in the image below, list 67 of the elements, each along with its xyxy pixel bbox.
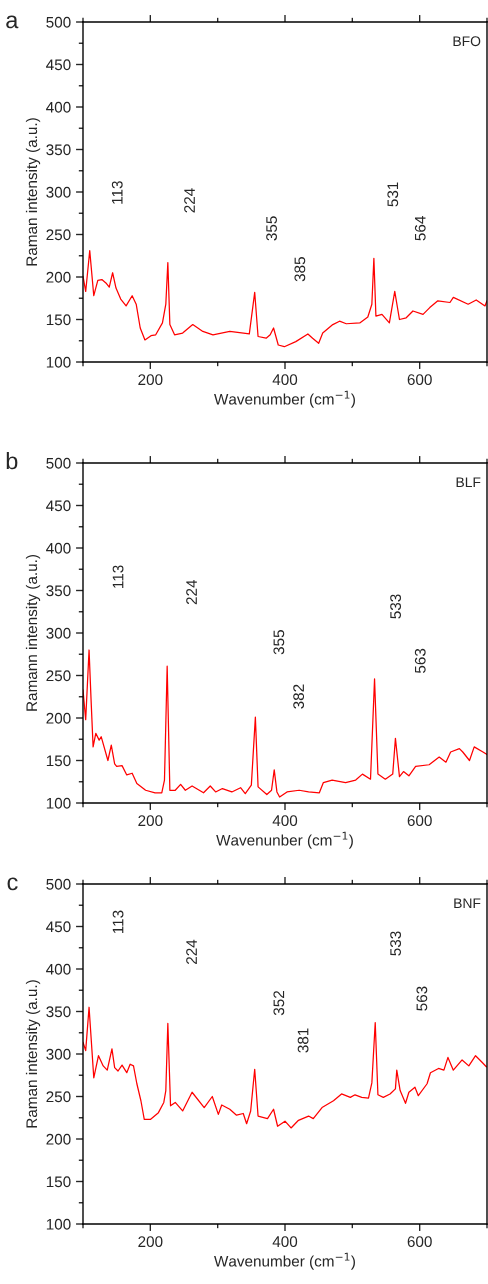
x-tick-label: 400 (272, 374, 298, 386)
chart-title: b (6, 452, 18, 470)
x-tick-label: 200 (138, 1236, 163, 1248)
y-tick-label: 400 (46, 101, 71, 113)
y-tick-label: 350 (46, 1006, 71, 1018)
annotation: 352 (273, 991, 285, 1016)
y-tick-label: 150 (46, 755, 71, 767)
x-tick-label: 200 (138, 374, 163, 386)
y-tick-label: 200 (46, 1133, 71, 1145)
chart-title: c (7, 877, 18, 891)
y-tick-label: 150 (46, 314, 71, 326)
x-tick-label: 200 (138, 815, 163, 827)
y-tick-label: 500 (46, 878, 71, 890)
y-tick-label: 300 (46, 1048, 71, 1060)
annotation: 382 (293, 684, 305, 709)
annotation: 381 (297, 1028, 309, 1053)
x-tick-label: 600 (407, 374, 432, 386)
annotation: 355 (273, 630, 285, 655)
y-tick-label: 500 (46, 457, 71, 469)
annotation: 564 (414, 216, 426, 241)
y-tick-label: 250 (46, 670, 71, 682)
y-tick-label: 300 (46, 627, 71, 639)
y-tick-label: 250 (46, 1091, 71, 1103)
y-tick-label: 500 (46, 16, 71, 28)
x-tick-label: 400 (272, 815, 298, 827)
annotation: BNF (454, 898, 481, 908)
y-axis-title: Raman intensity (a.u.) (25, 118, 41, 266)
y-tick-label: 250 (46, 229, 71, 241)
y-tick-label: 100 (46, 356, 71, 368)
x-tick-label: 600 (407, 1236, 432, 1248)
annotation: 224 (186, 579, 197, 605)
annotation: 224 (186, 939, 197, 964)
x-axis-title: Wavenumber (cm$^{−1}$) (214, 390, 355, 408)
y-tick-label: 350 (46, 144, 71, 156)
y-tick-label: 300 (46, 186, 71, 198)
x-axis-title: Wavenunber (cm$^{−1}$) (216, 831, 353, 849)
y-tick-label: 100 (46, 797, 71, 809)
annotation: 113 (112, 910, 124, 934)
y-tick-label: 400 (46, 963, 71, 975)
annotation: 563 (414, 648, 426, 674)
annotation: 533 (390, 594, 402, 619)
line-series (83, 250, 487, 348)
x-tick-label: 400 (272, 1236, 298, 1248)
y-axis-title: Raman intensity (a.u.) (25, 980, 41, 1128)
y-tick-label: 100 (46, 1218, 71, 1230)
annotation: BFO (453, 36, 481, 47)
y-tick-label: 200 (46, 712, 71, 724)
annotation: 563 (416, 986, 428, 1011)
annotation: 531 (387, 182, 399, 207)
y-tick-label: 200 (46, 271, 71, 283)
annotation: 113 (111, 181, 123, 204)
annotation: 113 (112, 565, 124, 588)
x-axis-title: Wavenumber (cm$^{−1}$) (214, 1252, 355, 1270)
y-axis-title: Ramann intensity (a.u.) (25, 554, 41, 711)
chart-title: a (6, 15, 19, 29)
annotation: 385 (294, 257, 306, 282)
y-tick-label: 400 (46, 542, 71, 554)
annotation: 224 (184, 188, 195, 213)
y-tick-label: 450 (46, 921, 71, 933)
annotation: 355 (266, 216, 277, 241)
y-tick-label: 450 (46, 500, 71, 512)
y-tick-label: 450 (46, 59, 71, 71)
y-tick-label: 350 (46, 585, 71, 597)
x-tick-label: 600 (407, 815, 432, 827)
annotation: 533 (390, 931, 402, 956)
annotation: BLF (456, 477, 481, 487)
y-tick-label: 150 (46, 1176, 71, 1188)
